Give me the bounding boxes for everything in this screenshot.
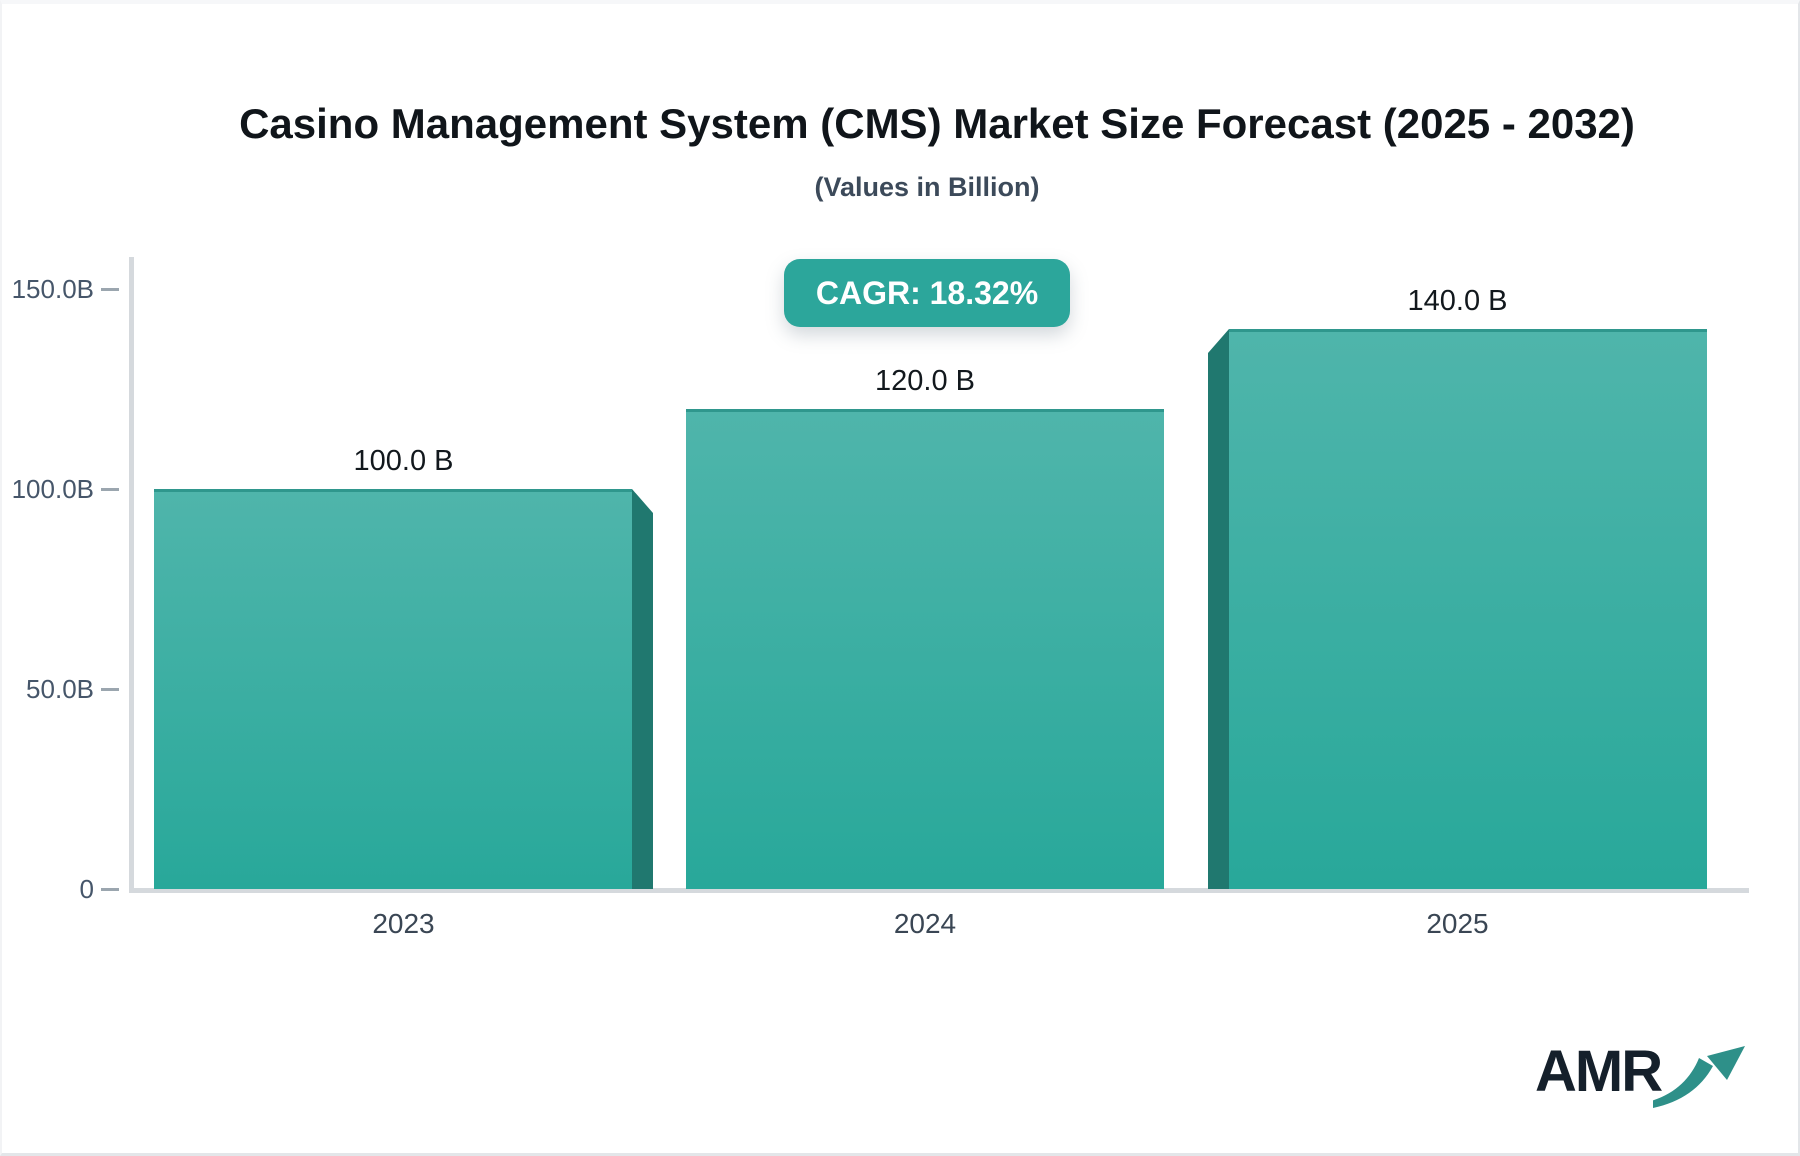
x-axis-label: 2024 [893, 908, 957, 939]
y-axis-line [129, 257, 134, 892]
bar-value-label: 140.0 B [1407, 285, 1508, 317]
amr-logo: AMR [1535, 1038, 1745, 1124]
cagr-badge: CAGR: 18.32% [784, 259, 1070, 327]
bar-side-face [1208, 329, 1229, 889]
y-tick-dash [101, 688, 119, 691]
x-axis-line [129, 888, 1749, 893]
cagr-badge-label: CAGR: 18.32% [815, 274, 1039, 311]
y-tick-label: 0 [79, 874, 94, 904]
bar-2025 [1229, 329, 1707, 889]
bar-value-label: 100.0 B [353, 445, 454, 477]
bar-value-label: 120.0 B [875, 365, 975, 397]
growth-arrow-icon [1653, 1046, 1745, 1108]
bar-2023 [154, 489, 632, 889]
y-tick-label: 50.0B [26, 674, 94, 704]
x-axis-label: 2023 [372, 908, 435, 939]
chart-title: Casino Management System (CMS) Market Si… [239, 100, 1635, 147]
y-tick-dash [101, 488, 119, 491]
x-axis-label: 2025 [1426, 908, 1489, 939]
bar-2024 [686, 409, 1164, 889]
chart-subtitle: (Values in Billion) [814, 172, 1040, 202]
y-tick-label: 150.0B [11, 274, 94, 304]
y-tick-dash [101, 288, 119, 291]
bar-side-face [632, 489, 653, 889]
y-tick-label: 100.0B [11, 474, 94, 504]
amr-logo-text: AMR [1535, 1039, 1663, 1104]
y-tick-dash [101, 888, 119, 891]
